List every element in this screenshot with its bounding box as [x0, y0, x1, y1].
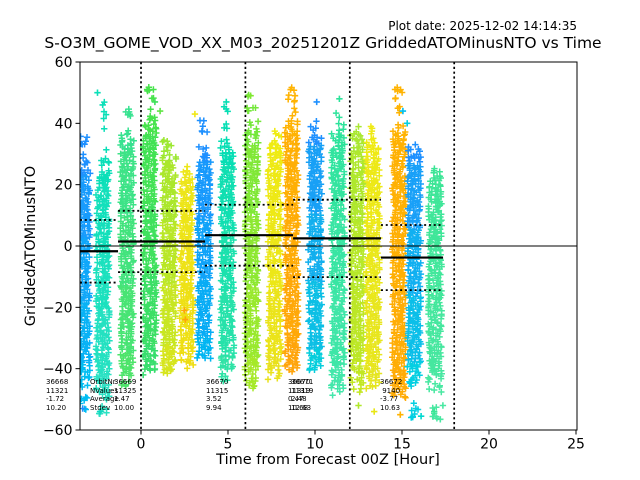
orbit-stat-value: 36669: [114, 378, 137, 386]
orbit-stat-label: NValues: [90, 386, 119, 395]
x-tick-label: 10: [306, 437, 324, 453]
orbit-stat-value: 12.63: [291, 403, 312, 412]
outlier-marker: [143, 86, 151, 93]
orbit-stat-value: 11319: [291, 386, 314, 395]
orbit-stats-block: 36670 11315 3.52 9.94: [206, 378, 228, 412]
outlier-marker: [291, 92, 299, 99]
orbit-stat-value: 36670: [206, 378, 229, 386]
outlier-marker: [151, 98, 159, 106]
outlier-marker: [313, 98, 320, 106]
outlier-marker: [336, 95, 343, 102]
orbit-stat-value: 9140: [380, 386, 401, 395]
outlier-marker: [182, 316, 189, 323]
y-tick-label: 20: [55, 178, 73, 194]
orbit-stat-value: 36672: [380, 378, 403, 386]
orbit-stat-value: -1.72: [46, 395, 65, 404]
outlier-marker: [156, 107, 164, 115]
scatter-markers: [80, 84, 447, 423]
orbit-stat-value: 10.00: [114, 403, 135, 412]
outlier-marker: [287, 86, 294, 93]
y-tick-label: −60: [43, 423, 73, 439]
outlier-marker: [397, 411, 404, 418]
outlier-marker: [355, 402, 362, 409]
orbit-stat-value: 11319: [288, 386, 311, 395]
orbit-stat-value: -3.77: [380, 395, 399, 404]
outlier-marker: [431, 408, 438, 415]
x-tick-label: 20: [480, 437, 498, 453]
orbit-stat-value: 0.47: [288, 395, 304, 404]
outlier-marker: [243, 104, 251, 112]
orbit-stat-value: 11325: [114, 386, 137, 395]
orbit-stat-value: 10.20: [46, 403, 67, 412]
outlier-marker: [404, 120, 411, 127]
outlier-marker: [412, 405, 420, 412]
orbit-stat-value: 1.47: [114, 395, 130, 404]
outlier-marker: [371, 408, 378, 415]
x-axis-label: Time from Forecast 00Z [Hour]: [216, 452, 440, 468]
orbit-stat-value: 36670: [288, 378, 311, 386]
outlier-marker: [99, 101, 106, 109]
outlier-marker: [181, 307, 188, 314]
outlier-marker: [437, 416, 444, 423]
orbit-stats-block: 36671 11319 2.48 12.63: [291, 378, 313, 412]
outlier-marker: [223, 98, 230, 106]
outlier-marker: [80, 405, 86, 412]
orbit-stat-value: 3.52: [206, 395, 222, 404]
orbit-stats-labels: OrbitNr NValues Average Stdev: [90, 378, 119, 412]
outlier-marker: [439, 402, 447, 409]
orbit-stat-value: 10.68: [288, 403, 309, 412]
y-tick-label: −40: [43, 362, 73, 378]
outlier-marker: [399, 107, 407, 115]
orbit-stats-block: 36669 11325 1.47 10.00: [114, 378, 136, 412]
outlier-marker: [191, 110, 199, 118]
orbit-stat-label: OrbitNr: [90, 378, 116, 386]
plot-date: Plot date: 2025-12-02 14:14:35: [388, 19, 577, 33]
orbit-stat-value: 36671: [291, 378, 314, 386]
orbit-stats-block: 36668 11321 -1.72 10.20: [46, 378, 68, 412]
orbit-stat-value: 9.94: [206, 403, 222, 412]
orbit-stat-value: 10.63: [380, 403, 401, 412]
outlier-marker: [94, 89, 101, 96]
orbit-stat-value: 11321: [46, 386, 69, 395]
orbit-stat-value: 36668: [46, 378, 69, 386]
y-tick-label: −20: [43, 300, 73, 316]
orbit-stat-value: 11315: [206, 386, 229, 395]
orbit-stats-block: 36672 9140 -3.77 10.63: [380, 378, 402, 412]
x-tick-label: 5: [224, 437, 233, 453]
y-tick-label: 40: [55, 116, 73, 132]
outlier-marker: [247, 92, 254, 99]
y-tick-label: 60: [55, 55, 73, 71]
orbit-stat-value: 2.48: [291, 395, 307, 404]
y-tick-label: 0: [64, 239, 73, 255]
outlier-marker: [417, 413, 425, 420]
orbit-stat-label: Stdev: [90, 403, 111, 412]
chart-title: S-O3M_GOME_VOD_XX_M03_20251201Z GriddedA…: [44, 34, 602, 52]
x-tick-label: 0: [137, 437, 146, 453]
outlier-marker: [394, 87, 401, 95]
orbit-stats-block: 36670 11319 0.47 10.68: [288, 378, 310, 412]
outlier-marker: [96, 408, 104, 415]
orbit-stat-label: Average: [90, 395, 119, 404]
x-tick-label: 25: [567, 437, 585, 453]
x-tick-label: 15: [393, 437, 411, 453]
